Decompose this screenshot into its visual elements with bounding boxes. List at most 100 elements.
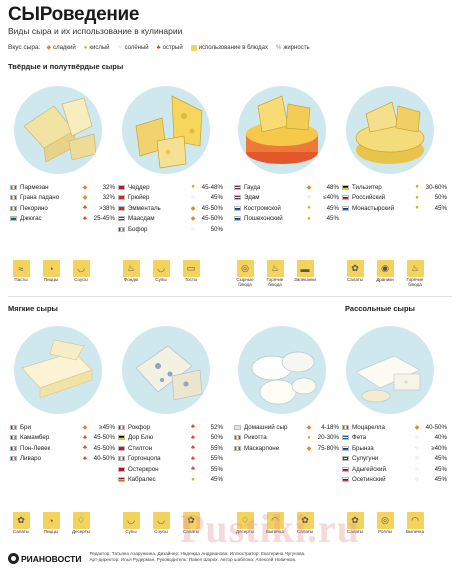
list-item: Маскарпоне ◆ 75-80%: [234, 443, 339, 454]
salty-icon: ⁘: [414, 456, 420, 463]
hot-icon: ♣: [83, 205, 87, 212]
cheese-illustration: [346, 326, 434, 414]
list-item: Монастырский ● 45%: [342, 203, 447, 214]
list-item: Фета ⁘ 40%: [342, 433, 447, 444]
list-item: Рикотта ● 20-30%: [234, 433, 339, 444]
flag-it-icon: [234, 435, 241, 441]
flag-ru-icon: [234, 205, 241, 211]
use-item: ◡ Супы: [148, 260, 174, 283]
list-item: Дор Блю ♣ 50%: [118, 433, 223, 444]
cheese-list: Моцарелла ◆ 40-50% Фета ⁘ 40% Брынза ⁘ ≥40% Су…: [342, 422, 447, 485]
use-item: ◉ Драники: [372, 260, 398, 288]
list-item: Грюйер ⁘ 45%: [118, 193, 223, 204]
sweet-icon: ◆: [82, 195, 88, 202]
legend-item: ⁘ солёный: [117, 44, 149, 52]
pizza-icon: ◔: [42, 260, 60, 277]
hot-icon: ♣: [191, 445, 195, 452]
use-item: ♨ Горячие блюда: [402, 260, 428, 288]
flag-ru-icon: [342, 466, 349, 472]
use-list: ◡ Супы ◡ Соусы ✿ Салаты: [118, 512, 204, 535]
hot-icon: ♣: [191, 455, 195, 462]
flag-ru-icon: [342, 477, 349, 483]
list-item: Ливаро ♣ 40-50%: [10, 454, 115, 465]
hot-icon: ♣: [83, 434, 87, 441]
list-item: Стилтон ♣ 55%: [118, 443, 223, 454]
list-item: Брынза ⁘ ≥40%: [342, 443, 447, 454]
salty-icon: ⁘: [414, 466, 420, 473]
sour-icon: ●: [307, 215, 311, 222]
salty-icon: ⁘: [414, 477, 420, 484]
sour-icon: ●: [191, 476, 195, 483]
taste-legend: Вкус сыра: ◆ сладкий ● кислый ⁘ солёный ♣ ос…: [8, 44, 315, 51]
use-item: ✿ Салаты: [292, 512, 318, 535]
use-item: ✿ Салаты: [342, 512, 368, 535]
cheese-list: Рокфор ♣ 52% Дор Блю ♣ 50% Стилтон ♣ 55% Горго…: [118, 422, 223, 485]
cheese-illustration: [122, 86, 210, 174]
cheese-list: Бри ◆ ≥45% Камамбер ♣ 45-50% Пон-Левек ♣ 45-50…: [10, 422, 115, 464]
flag-fr-icon: [10, 445, 17, 451]
baking-icon: ◠: [266, 512, 284, 529]
flag-ru-icon: [234, 216, 241, 222]
cheese-list: Тильзитер ● 30-60% Российский ● 50% Монастыр…: [342, 182, 447, 214]
dessert-icon: ♢: [236, 512, 254, 529]
list-item: Пармезан ◆ 32%: [10, 182, 115, 193]
list-item: Гауда ◆ 48%: [234, 182, 339, 193]
sour-icon: ●: [191, 184, 195, 191]
section-title-brine: Рассольные сыры: [345, 304, 415, 313]
salty-icon: ⁘: [117, 45, 123, 51]
salad-icon: ✿: [346, 512, 364, 529]
dessert-icon: ♢: [72, 512, 90, 529]
salad-icon: ✿: [182, 512, 200, 529]
cheese-list: Гауда ◆ 48% Эдам ⁘ ≤40% Костромской ● 45% Поше…: [234, 182, 339, 224]
use-list: ◎ Сырные блюда ♨ Горячие блюда ▬ Запеканки: [232, 260, 318, 288]
flag-fr-icon: [10, 435, 17, 441]
sour-icon: ●: [415, 184, 419, 191]
toast-icon: ▭: [182, 260, 200, 277]
list-item: Пон-Левек ♣ 45-50%: [10, 443, 115, 454]
sweet-icon: ◆: [190, 205, 196, 212]
flag-lt-icon: [10, 216, 17, 222]
sweet-icon: ◆: [82, 184, 88, 191]
use-item: ◡ Соусы: [68, 260, 94, 283]
cheese-list: Чеддер ● 45-48% Грюйер ⁘ 45% Эмменталь ◆ 45-50…: [118, 182, 223, 235]
flag-nl-icon: [234, 195, 241, 201]
footer: РИАНОВОСТИ Редактор: Татьяна Азарункина.…: [8, 551, 454, 564]
flag-it-icon: [10, 205, 17, 211]
pizza-icon: ◔: [42, 512, 60, 529]
sweet-icon: ◆: [306, 424, 312, 431]
use-item: ◡ Супы: [118, 512, 144, 535]
salty-icon: ⁘: [414, 435, 420, 442]
dranik-icon: ◉: [376, 260, 394, 277]
flag-ru-icon: [342, 445, 349, 451]
list-item: Грана падано ◆ 32%: [10, 193, 115, 204]
use-item: ▬ Запеканки: [292, 260, 318, 288]
list-item: Бофор ⁘ 50%: [118, 224, 223, 235]
use-item: ♨ Горячие блюда: [262, 260, 288, 288]
salad-icon: ✿: [296, 512, 314, 529]
hot-icon: ♣: [191, 434, 195, 441]
casserole-icon: ▬: [296, 260, 314, 277]
legend-item: использование в блюдах: [190, 44, 268, 51]
flag-none-icon: [234, 424, 241, 430]
use-item: ◎ Сырные блюда: [232, 260, 258, 288]
flag-ge-icon: [342, 456, 349, 462]
flag-nl-icon: [234, 184, 241, 190]
hot-icon: ♣: [83, 445, 87, 452]
use-list: ✿ Салаты ◔ Пиццы ♢ Десерты: [8, 512, 94, 535]
flag-ch-icon: [118, 205, 125, 211]
use-item: ◡ Соусы: [148, 512, 174, 535]
baking-icon: ◠: [406, 512, 424, 529]
list-item: Эдам ⁘ ≤40%: [234, 193, 339, 204]
use-item: ♢ Десерты: [232, 512, 258, 535]
sweet-icon: ◆: [414, 424, 420, 431]
flag-gb-icon: [118, 184, 125, 190]
list-item: Осетинский ⁘ 45%: [342, 475, 447, 486]
soup-icon: ◡: [122, 512, 140, 529]
list-item: Пекорино ♣ >38%: [10, 203, 115, 214]
salad-icon: ✿: [12, 512, 30, 529]
credits: Редактор: Татьяна Азарункина. Дизайнер: …: [89, 551, 306, 563]
use-item: ◔ Пиццы: [38, 260, 64, 283]
flag-fr-icon: [118, 424, 125, 430]
sweet-icon: ◆: [46, 45, 52, 51]
use-item: ✿ Салаты: [8, 512, 34, 535]
